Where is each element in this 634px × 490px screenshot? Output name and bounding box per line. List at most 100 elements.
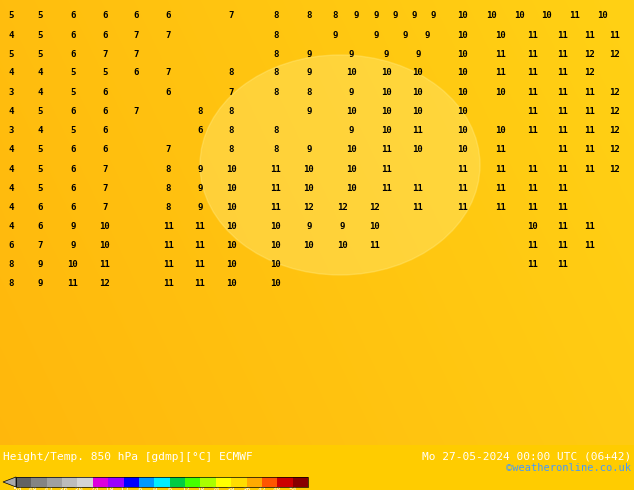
Text: 54: 54 <box>288 488 297 490</box>
Text: 11: 11 <box>527 126 538 135</box>
Text: 9: 9 <box>197 184 202 193</box>
Text: 7: 7 <box>229 11 234 20</box>
Text: 6: 6 <box>70 203 75 212</box>
Text: 7: 7 <box>165 146 171 154</box>
Text: 6: 6 <box>9 241 14 250</box>
Bar <box>247 477 262 487</box>
Text: 10: 10 <box>304 241 314 250</box>
Text: 11: 11 <box>413 184 423 193</box>
Text: 12: 12 <box>610 126 620 135</box>
Text: 8: 8 <box>229 126 234 135</box>
Text: 11: 11 <box>610 31 620 40</box>
Text: 11: 11 <box>569 11 579 20</box>
Text: 11: 11 <box>557 260 567 269</box>
Text: 12: 12 <box>585 50 595 59</box>
Text: 6: 6 <box>70 50 75 59</box>
Text: 11: 11 <box>496 203 506 212</box>
Bar <box>77 477 93 487</box>
Text: 8: 8 <box>306 11 311 20</box>
Text: 11: 11 <box>458 184 468 193</box>
Text: 5: 5 <box>102 69 107 77</box>
Text: 9: 9 <box>37 279 42 288</box>
Text: 11: 11 <box>413 126 423 135</box>
Text: 11: 11 <box>557 146 567 154</box>
Text: 4: 4 <box>9 69 14 77</box>
Text: 10: 10 <box>226 184 236 193</box>
Text: 11: 11 <box>458 165 468 173</box>
Text: 6: 6 <box>102 11 107 20</box>
Text: 11: 11 <box>557 50 567 59</box>
Text: 11: 11 <box>527 69 538 77</box>
Text: 11: 11 <box>585 88 595 97</box>
Text: 9: 9 <box>425 31 430 40</box>
Text: 10: 10 <box>458 107 468 116</box>
Text: 12: 12 <box>181 488 190 490</box>
Text: 4: 4 <box>9 31 14 40</box>
Text: 11: 11 <box>195 279 205 288</box>
Text: 11: 11 <box>527 31 538 40</box>
Text: 8: 8 <box>197 107 202 116</box>
Text: 10: 10 <box>100 241 110 250</box>
Text: 11: 11 <box>195 260 205 269</box>
Text: 9: 9 <box>403 31 408 40</box>
Text: 30: 30 <box>227 488 235 490</box>
Text: 6: 6 <box>70 184 75 193</box>
Text: 3: 3 <box>9 126 14 135</box>
Text: 10: 10 <box>226 279 236 288</box>
Text: 10: 10 <box>458 88 468 97</box>
Text: 10: 10 <box>515 11 525 20</box>
Text: 10: 10 <box>226 222 236 231</box>
Text: 11: 11 <box>557 31 567 40</box>
Text: 12: 12 <box>610 165 620 173</box>
Text: 9: 9 <box>340 222 345 231</box>
Text: 10: 10 <box>413 107 423 116</box>
Polygon shape <box>3 477 16 487</box>
Text: 5: 5 <box>37 50 42 59</box>
Text: 0: 0 <box>152 488 157 490</box>
Bar <box>231 477 247 487</box>
Text: 12: 12 <box>585 69 595 77</box>
Text: 8: 8 <box>273 88 278 97</box>
Text: 11: 11 <box>496 184 506 193</box>
Text: 10: 10 <box>527 222 538 231</box>
Text: 6: 6 <box>102 126 107 135</box>
Text: 11: 11 <box>557 203 567 212</box>
Text: 9: 9 <box>349 50 354 59</box>
Text: 10: 10 <box>496 31 506 40</box>
Text: 6: 6 <box>70 11 75 20</box>
Text: 11: 11 <box>585 107 595 116</box>
Text: 10: 10 <box>541 11 552 20</box>
Text: 12: 12 <box>610 107 620 116</box>
Bar <box>154 477 170 487</box>
Text: 9: 9 <box>384 50 389 59</box>
Text: 5: 5 <box>37 11 42 20</box>
Text: -54: -54 <box>10 488 22 490</box>
Bar <box>62 477 77 487</box>
Text: 11: 11 <box>557 69 567 77</box>
Text: 12: 12 <box>304 203 314 212</box>
Text: 12: 12 <box>100 279 110 288</box>
Text: 11: 11 <box>381 184 391 193</box>
Text: 8: 8 <box>273 11 278 20</box>
Text: 6: 6 <box>70 165 75 173</box>
Text: 10: 10 <box>304 165 314 173</box>
Text: 10: 10 <box>458 31 468 40</box>
Text: 7: 7 <box>134 31 139 40</box>
Text: 9: 9 <box>306 222 311 231</box>
Bar <box>216 477 231 487</box>
Text: 11: 11 <box>195 241 205 250</box>
Text: 6: 6 <box>37 203 42 212</box>
Text: 11: 11 <box>496 50 506 59</box>
Text: 10: 10 <box>597 11 607 20</box>
Text: 4: 4 <box>37 69 42 77</box>
Text: 5: 5 <box>37 31 42 40</box>
Text: 10: 10 <box>226 241 236 250</box>
Bar <box>139 477 154 487</box>
Bar <box>31 477 47 487</box>
Text: 6: 6 <box>102 88 107 97</box>
Text: 42: 42 <box>257 488 266 490</box>
Text: 10: 10 <box>346 184 356 193</box>
Bar <box>47 477 62 487</box>
Text: 18: 18 <box>196 488 205 490</box>
Text: 7: 7 <box>102 184 107 193</box>
